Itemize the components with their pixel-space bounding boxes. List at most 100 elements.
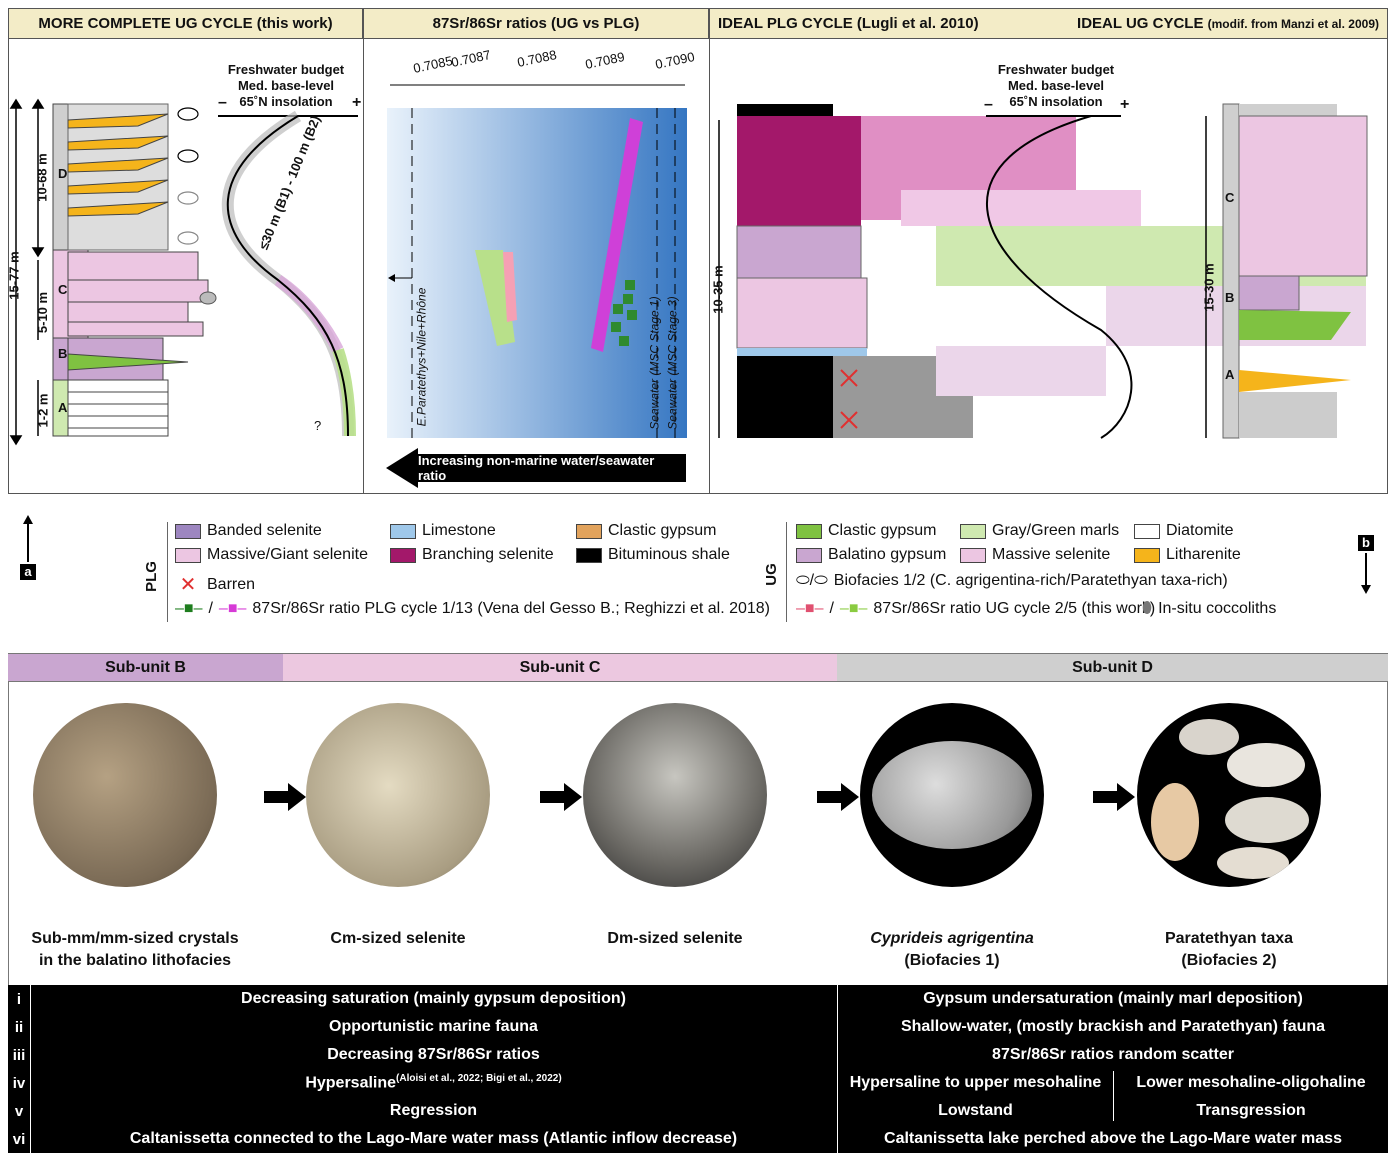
budget-plg-line3: 65˚N insolation: [1009, 94, 1103, 109]
row-vi-num: vi: [12, 1130, 26, 1148]
caption-paratethyan-l2: (Biofacies 2): [1181, 952, 1277, 969]
sr-paratethys-label: E.Paratethys+Nile+Rhône: [414, 287, 429, 427]
caption-cyprideis-l2: (Biofacies 1): [904, 952, 1000, 969]
table-row: iii Decreasing 87Sr/86Sr ratios 87Sr/86S…: [8, 1041, 1388, 1069]
row-iii-num: iii: [12, 1046, 26, 1064]
depth-plg: 10-35 m: [710, 265, 726, 314]
photo-paratethyan: [1137, 703, 1321, 887]
caption-dm-selenite: Dm-sized selenite: [575, 928, 775, 950]
row-iv-num: iv: [12, 1074, 26, 1092]
row-iv-sep: [1113, 1071, 1114, 1121]
interpretation-table: i Decreasing saturation (mainly gypsum d…: [8, 985, 1388, 1153]
sr-tick-3: 0.7089: [583, 49, 626, 72]
sr-plot: [387, 84, 687, 438]
unit-c-label: C: [58, 282, 68, 297]
header-panel-a: MORE COMPLETE UG CYCLE (this work): [8, 8, 363, 39]
legend-diatomite: Diatomite: [1134, 522, 1234, 540]
budget-plg-line2: Med. base-level: [1007, 78, 1105, 93]
budget-title-a: Freshwater budget Med. base-level 65˚N i…: [226, 62, 346, 110]
subunit-b: Sub-unit B: [8, 653, 283, 682]
legend-limestone: Limestone: [390, 522, 496, 540]
divider-2: [709, 8, 710, 494]
legend-litharenite: Litharenite: [1134, 546, 1241, 564]
caption-cm-selenite: Cm-sized selenite: [298, 928, 498, 950]
ostracod-4: [1225, 797, 1309, 843]
ug-unit-b: B: [1225, 290, 1235, 305]
plus-plg: +: [1120, 96, 1130, 113]
row-ii-right: Shallow-water, (mostly brackish and Para…: [900, 1018, 1326, 1035]
caption-dm-l1: Dm-sized selenite: [607, 930, 743, 947]
budget-a-line1: Freshwater budget: [227, 62, 345, 77]
question-mark: ?: [314, 418, 322, 433]
row-iv-left-text: Hypersaline: [305, 1074, 397, 1092]
legend-massive-selenite-ug: Massive selenite: [960, 546, 1110, 564]
legend-clastic-gypsum-ug: Clastic gypsum: [796, 522, 936, 540]
header-panel-plg-ug: IDEAL PLG CYCLE (Lugli et al. 2010) IDEA…: [709, 8, 1388, 39]
row-vi-right: Caltanissetta lake perched above the Lag…: [884, 1130, 1342, 1147]
legend-bituminous-shale: Bituminous shale: [576, 546, 730, 564]
table-row: ii Opportunistic marine fauna Shallow-wa…: [8, 1013, 1388, 1041]
row-i-left: Decreasing saturation (mainly gypsum dep…: [241, 990, 626, 1007]
caption-cyprideis: Cyprideis agrigentina (Biofacies 1): [852, 928, 1052, 972]
ostracod-2: [1227, 743, 1305, 787]
depth-label-a: 1-2 m: [35, 393, 51, 428]
budget-plg-line1: Freshwater budget: [997, 62, 1115, 77]
legend-plg-title: PLG: [142, 561, 160, 592]
sr-tick-1: 0.7087: [449, 47, 492, 70]
depth-label-c: 5-10 m: [35, 291, 51, 334]
sr-sea1-label: Seawater (MSC Stage 1): [647, 296, 662, 430]
panel-a-log: [9, 98, 358, 446]
header-panel-a-text: MORE COMPLETE UG CYCLE (this work): [38, 15, 333, 32]
header-sr-text: 87Sr/86Sr ratios (UG vs PLG): [432, 15, 640, 32]
photo-cyprideis: [860, 703, 1044, 887]
caption-paratethyan-l1: Paratethyan taxa: [1164, 930, 1294, 947]
table-row: v Regression Lowstand Transgression: [8, 1097, 1388, 1125]
sr-arrow-text: Increasing non-marine water/seawater rat…: [418, 453, 655, 483]
subunit-c: Sub-unit C: [283, 653, 837, 682]
arrow-3: [817, 783, 859, 811]
sr-tick-0: 0.7085: [411, 53, 454, 76]
photo-balatino: [33, 703, 217, 887]
sr-axis-ticks: 0.7085 0.7087 0.7088 0.7089 0.7090: [385, 45, 696, 85]
row-v-right-b: Transgression: [1196, 1102, 1306, 1119]
arrow-up-head: [23, 515, 33, 524]
row-iii-right: 87Sr/86Sr ratios random scatter: [992, 1046, 1234, 1063]
legend-barren: ✕ Barren: [179, 574, 256, 596]
table-row: i Decreasing saturation (mainly gypsum d…: [8, 985, 1388, 1013]
legend-banded-selenite: Banded selenite: [175, 522, 322, 540]
header-ug-suffix: (modif. from Manzi et al. 2009): [1207, 17, 1379, 31]
row-v-num: v: [14, 1102, 24, 1120]
header-plg-text: IDEAL PLG CYCLE (Lugli et al. 2010): [718, 15, 979, 32]
legend-ug-divider: [786, 522, 787, 622]
sr-tick-2: 0.7088: [515, 47, 558, 70]
caption-cm-l1: Cm-sized selenite: [330, 930, 466, 947]
row-iv-right-b: Lower mesohaline-oligohaline: [1136, 1074, 1366, 1091]
depth-label-d: 10-68 m: [34, 153, 50, 202]
row-i-num: i: [16, 990, 22, 1008]
row-iv-right-a: Hypersaline to upper mesohaline: [849, 1074, 1102, 1091]
label-b: b: [1358, 535, 1374, 551]
legend-clastic-gypsum-plg: Clastic gypsum: [576, 522, 716, 540]
divider-1: [363, 8, 364, 494]
row-v-left: Regression: [389, 1102, 478, 1119]
ostracod-1: [1179, 719, 1239, 755]
legend-massive-selenite-plg: Massive/Giant selenite: [175, 546, 368, 564]
subunit-d: Sub-unit D: [837, 653, 1388, 682]
legend-plg-sr: –■– / –■– 87Sr/86Sr ratio PLG cycle 1/13 (V…: [175, 600, 770, 617]
table-vline-roman: [30, 985, 31, 1153]
header-panel-sr: 87Sr/86Sr ratios (UG vs PLG): [363, 8, 709, 39]
header-ug-text: IDEAL UG CYCLE: [1077, 15, 1204, 32]
unit-b-label: B: [58, 346, 68, 361]
sr-arrow-bar: Increasing non-marine water/seawater rat…: [418, 453, 686, 483]
ostracod-shell: [872, 741, 1032, 849]
arrow-2: [540, 783, 582, 811]
budget-a-line3: 65˚N insolation: [239, 94, 333, 109]
ostracod-5: [1217, 847, 1289, 879]
depth-ug: 15-30 m: [1201, 263, 1217, 312]
plus-a: +: [352, 94, 362, 111]
ug-unit-c: C: [1225, 190, 1235, 205]
legend-plg-divider: [167, 522, 168, 622]
legend-coccoliths: ⬮ In-situ coccoliths: [1142, 600, 1277, 617]
caption-balatino: Sub-mm/mm-sized crystals in the balatino …: [10, 928, 260, 972]
sr-arrow-head: [386, 448, 418, 488]
